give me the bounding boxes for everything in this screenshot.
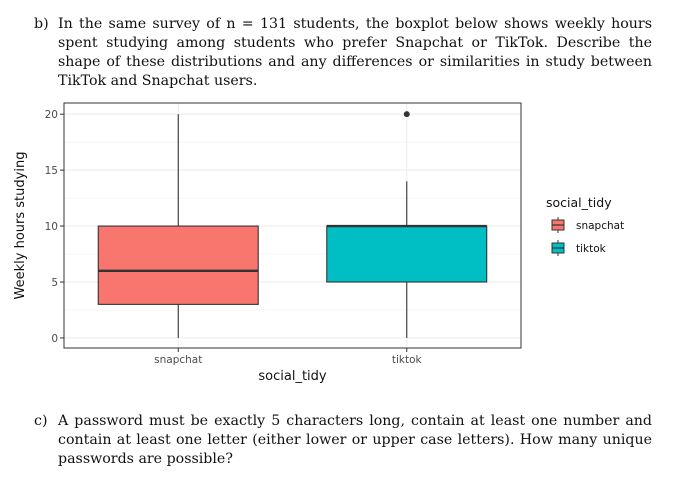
legend-key-snapchat: snapchat: [551, 217, 624, 233]
outlier-point: [403, 111, 410, 118]
question-c-label: c): [34, 413, 48, 429]
x-tick-label: tiktok: [392, 354, 423, 366]
y-tick-label: 5: [51, 277, 58, 289]
box-body: [326, 225, 488, 283]
boxplot-chart: 0 5 10 15 20 snapchat tiktok social_tidy Week…: [13, 102, 624, 384]
y-tick-label: 10: [45, 221, 58, 233]
box-tiktok: [326, 111, 488, 338]
box-body: [97, 225, 259, 305]
x-axis: snapchat tiktok: [154, 348, 423, 366]
legend-label: snapchat: [576, 220, 624, 232]
legend-key-tiktok: tiktok: [551, 240, 607, 256]
y-axis-title: Weekly hours studying: [13, 152, 28, 300]
legend-label: tiktok: [576, 243, 607, 255]
box-group: [97, 111, 488, 338]
question-b-text: In the same survey of n = 131 students, …: [58, 16, 652, 89]
x-axis-title: social_tidy: [258, 369, 327, 384]
question-c: c) A password must be exactly 5 characte…: [34, 412, 654, 472]
x-tick-label: snapchat: [154, 354, 202, 366]
question-b: b) In the same survey of n = 131 student…: [34, 15, 654, 95]
question-b-label: b): [34, 16, 49, 32]
y-tick-label: 0: [51, 333, 58, 345]
panel-border: [63, 102, 522, 349]
box-snapchat: [97, 114, 259, 338]
legend-title: social_tidy: [546, 195, 612, 210]
legend: social_tidy snapchat tiktok: [546, 195, 624, 256]
question-c-text: A password must be exactly 5 characters …: [58, 413, 652, 467]
y-tick-label: 15: [45, 165, 58, 177]
y-tick-label: 20: [45, 109, 58, 121]
y-axis: 0 5 10 15 20: [45, 109, 64, 345]
